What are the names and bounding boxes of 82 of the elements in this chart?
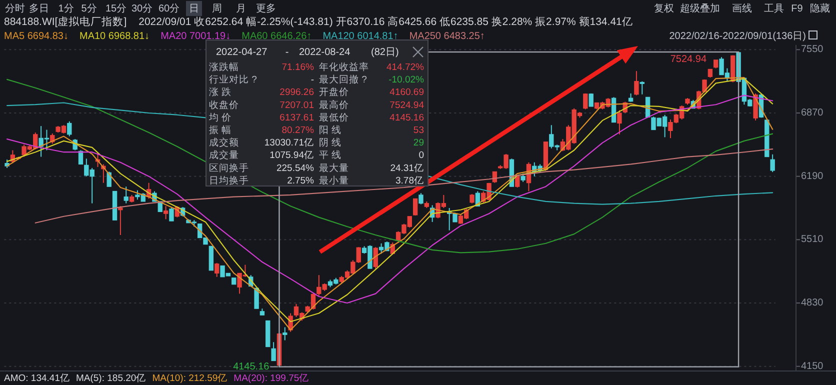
text: 更多 [256,2,276,14]
text: 复权 [654,2,674,14]
y-tick-label: 7550 [801,44,824,56]
annotation: 2022-04-27 [216,47,268,58]
text: 周 [212,4,222,14]
text: MA10 6968.81↓ [80,31,150,42]
annotation: 4145.16 [233,361,270,372]
text: 30分 [131,2,153,14]
annotation: 2996.26 [280,87,314,98]
text: MA(5): 185.20亿 [76,373,146,384]
annotation: 4160.69 [390,87,424,98]
annotation: 最小量 [319,174,349,186]
annotation: 最大量 [319,162,349,174]
annotation: 阳 线 [319,124,342,136]
annotation: 0 [418,150,424,162]
y-tick-label: 6190 [801,170,824,182]
text: F9 [791,4,804,14]
annotation: 阴 线 [319,136,342,149]
annotation: 7207.01 [280,100,314,111]
text: 2022/02/16-2022/09/01(136日) [669,31,806,42]
text: 日 [189,4,199,14]
text: 画线 [732,2,752,14]
annotation: 71.16% [282,62,315,73]
text: 月 [236,4,246,14]
text: AMO: 134.41亿 [4,373,70,384]
annotation: 414.72% [386,62,425,73]
y-tick-label: 4830 [801,298,824,309]
text: MA60 6646.26↑ [242,31,312,42]
annotation: 53 [413,125,424,136]
annotation: 最大回撤 ? [319,74,367,86]
text: 5分 [81,2,97,14]
text: MA120 6014.81↑ [322,31,398,42]
annotation: 涨跌幅 [209,61,239,73]
annotation: - [310,74,314,86]
annotation: (82日) [371,47,399,58]
annotation: 最高价 [319,98,349,111]
text: 工具 [764,4,784,14]
annotation: 2022-08-24 [299,47,351,58]
annotation: 225.54% [276,162,315,174]
annotation: 涨 跌 [209,86,232,98]
annotation: 成交额 [209,136,239,149]
annotation: - [285,47,289,58]
text: 分时 [5,2,25,14]
annotation: 13030.71亿 [264,138,314,149]
y-tick-label: 4150 [801,360,824,372]
annotation: 3.78亿 [396,175,424,186]
annotation: 80.27% [282,125,315,136]
text: 15分 [105,2,127,14]
annotation: 1075.94亿 [270,150,314,162]
annotation: 7524.94 [670,54,707,65]
annotation: 开盘价 [319,86,349,98]
annotation: 最低价 [319,111,349,124]
annotation: 29 [413,138,424,149]
annotation: 区间换手 [209,162,249,174]
text: 多日 [29,2,49,14]
text: 超级叠加 [680,2,720,14]
text: MA(10): 212.59亿 [152,373,228,384]
annotation: 7524.94 [390,100,424,111]
text: MA5 6694.83↓ [4,31,68,42]
annotation: 振 幅 [209,124,232,136]
text: 60分 [158,2,180,14]
chart-title: 884188.WI[虚拟电厂指数] [4,15,127,28]
annotation: 2.75% [287,175,315,186]
y-tick-label: 6870 [801,107,824,118]
annotation: 收盘价 [209,98,239,111]
annotation: 年化收益率 [319,61,369,73]
text: 隐藏 [810,2,830,14]
y-tick-label: 5510 [801,234,824,246]
annotation: 行业对比 ? [209,74,257,86]
annotation: 24.31亿 [390,162,424,174]
text: 1分 [58,2,74,14]
text: MA(20): 199.75亿 [234,373,310,384]
annotation: 4145.16 [390,112,424,124]
text: MA250 6483.25↑ [409,31,485,42]
annotation: 6137.61 [280,112,314,124]
annotation: 日均换手 [209,174,249,186]
text: MA20 7001.19↓ [160,31,231,42]
annotation: -10.02% [388,74,425,86]
annotation: 均 价 [208,111,232,124]
annotation: 平 线 [319,149,342,162]
chart-subtitle: 2022/09/01 收6252.64 幅-2.25%(-143.81) 开6370.16 高6425.66 低6235.85 换2.28% 振2.97% 额134.41亿 [138,15,633,28]
annotation: 成交量 [209,149,239,162]
